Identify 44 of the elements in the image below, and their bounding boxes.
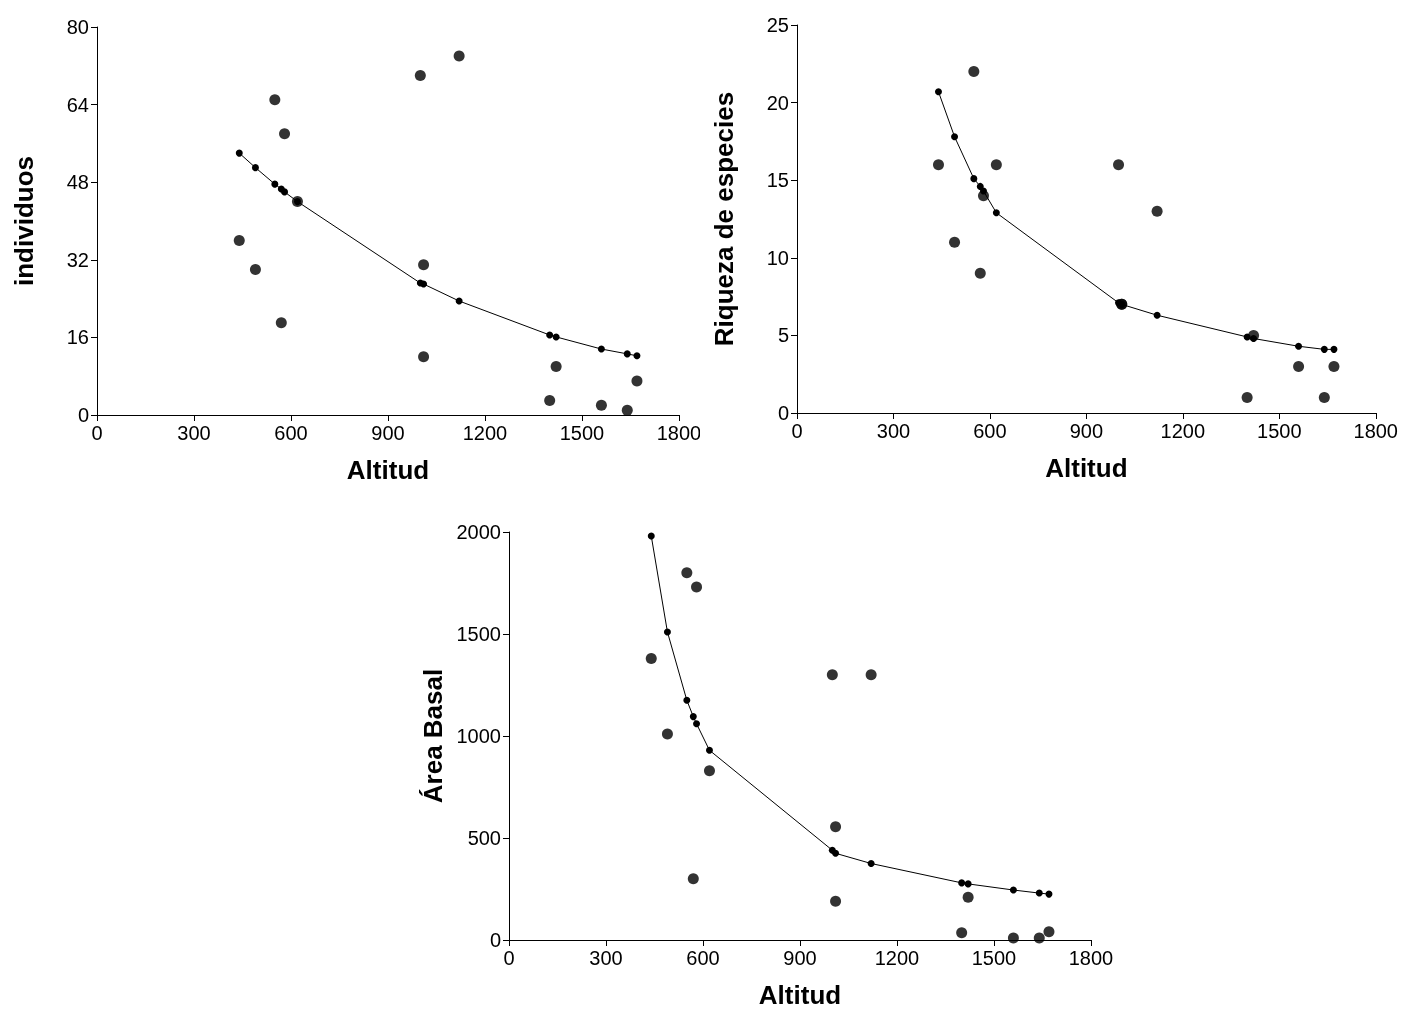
x-tick-label: 300 [177, 422, 211, 444]
x-tick-label: 1500 [971, 947, 1017, 969]
x-tick-label: 600 [973, 420, 1007, 442]
y-tick-label: 0 [489, 929, 501, 951]
y-axis-title: individuos [9, 156, 39, 286]
x-axis-title: Altitud [346, 455, 430, 485]
y-tick-label: 20 [766, 91, 789, 114]
x-tick-label: 1800 [1068, 947, 1114, 969]
x-tick-label: 1500 [1257, 420, 1302, 442]
y-tick-label: 500 [467, 827, 501, 849]
x-tick-label: 0 [91, 422, 103, 444]
x-tick-label: 600 [686, 947, 720, 969]
x-tick-label: 900 [783, 947, 817, 969]
x-tick-label: 1800 [656, 422, 702, 444]
y-tick-label: 80 [66, 16, 89, 38]
y-tick-label: 0 [77, 404, 89, 426]
y-axis-title: Área Basal [417, 668, 448, 804]
x-axis-title: Altitud [758, 980, 842, 1010]
y-tick-label: 5 [777, 324, 789, 347]
x-axis-title: Altitud [1045, 453, 1128, 483]
y-tick-label: 64 [66, 93, 89, 116]
x-tick-label: 1800 [1353, 420, 1398, 442]
x-tick-label: 0 [791, 420, 803, 442]
x-tick-label: 300 [876, 420, 911, 442]
x-tick-label: 1200 [462, 422, 508, 444]
y-tick-label: 0 [777, 402, 789, 424]
x-tick-label: 1200 [874, 947, 920, 969]
x-tick-label: 300 [589, 947, 623, 969]
y-tick-label: 2000 [456, 521, 501, 543]
y-tick-label: 25 [766, 14, 789, 36]
x-tick-label: 0 [503, 947, 515, 969]
y-tick-label: 1500 [456, 623, 501, 645]
y-tick-label: 48 [66, 171, 89, 194]
y-tick-label: 15 [766, 169, 789, 192]
x-tick-label: 1500 [559, 422, 605, 444]
y-tick-label: 16 [66, 326, 89, 349]
x-tick-label: 600 [274, 422, 308, 444]
x-tick-label: 1200 [1160, 420, 1206, 442]
x-tick-label: 900 [371, 422, 405, 444]
y-axis-title: Riqueza de especies [709, 91, 739, 347]
y-tick-label: 10 [766, 246, 789, 269]
y-tick-label: 32 [66, 248, 89, 271]
y-tick-label: 1000 [456, 725, 501, 747]
x-tick-label: 900 [1069, 420, 1104, 442]
